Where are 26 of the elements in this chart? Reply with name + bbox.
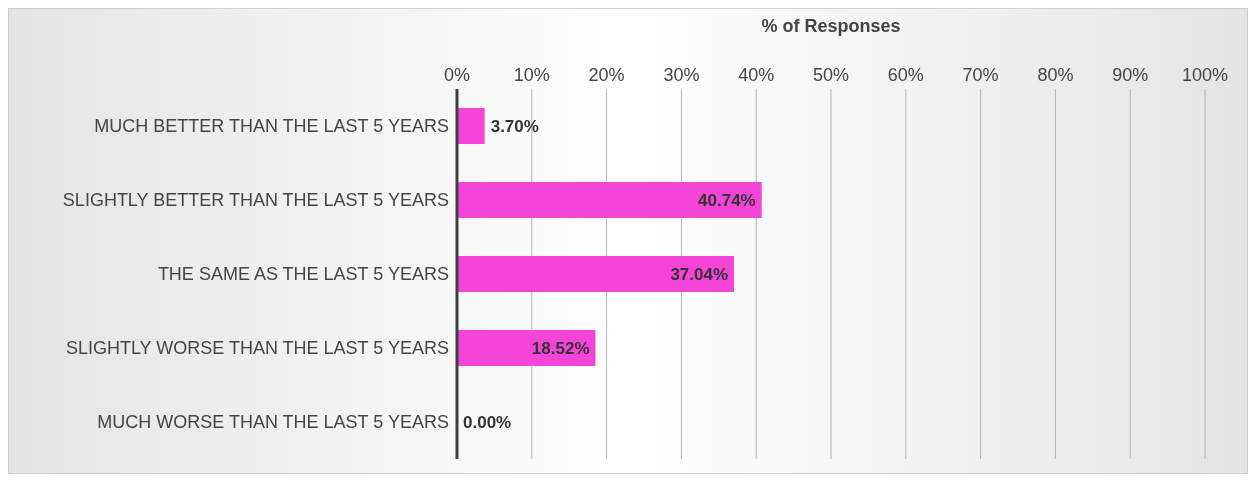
x-tick-label: 100% [1181,65,1229,85]
data-label: 3.70% [490,117,539,136]
bar [457,182,762,218]
bar [457,108,485,144]
x-tick-label: 40% [738,65,775,85]
y-tick-label: THE SAME AS THE LAST 5 YEARS [157,264,449,285]
y-tick-label: SLIGHTLY WORSE THAN THE LAST 5 YEARS [65,338,449,359]
x-tick-label: 80% [1037,65,1074,85]
x-tick-label: 10% [513,65,550,85]
data-label: 18.52% [531,339,590,358]
x-tick-label: 90% [1112,65,1149,85]
data-label: 40.74% [698,191,756,210]
data-label: 0.00% [463,413,512,432]
x-tick-label: 20% [588,65,625,85]
x-tick-label: 0% [443,65,471,85]
x-tick-label: 60% [887,65,924,85]
bar [457,330,596,366]
x-tick-label: 30% [663,65,700,85]
x-tick-label: 50% [812,65,850,85]
y-tick-label: SLIGHTLY BETTER THAN THE LAST 5 YEARS [62,190,449,211]
y-tick-label: MUCH BETTER THAN THE LAST 5 YEARS [94,116,449,137]
bar [457,256,735,292]
x-tick-label: 70% [962,65,999,85]
y-tick-label: MUCH WORSE THAN THE LAST 5 YEARS [97,412,449,433]
data-label: 37.04% [670,265,729,284]
x-axis-title: % of Responses [761,15,901,36]
